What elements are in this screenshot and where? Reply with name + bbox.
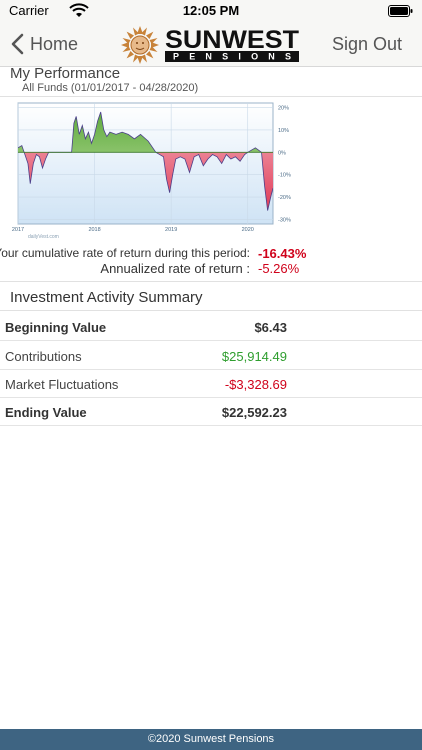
market-fluctuations-row: Market Fluctuations -$3,328.69 [0, 369, 422, 398]
row-label: Contributions [5, 349, 82, 364]
y-tick-label: 20% [278, 105, 289, 111]
row-label: Ending Value [5, 405, 87, 420]
row-value: $25,914.49 [221, 349, 287, 364]
cumulative-return-row: Your cumulative rate of return during th… [0, 246, 422, 262]
home-back-label: Home [30, 33, 79, 54]
logo-word: SUNWEST [165, 26, 299, 54]
rates-divider [0, 281, 422, 282]
cumulative-return-label: Your cumulative rate of return during th… [0, 246, 250, 260]
home-back-button[interactable]: Home [10, 30, 78, 58]
summary-title: Investment Activity Summary [10, 289, 203, 306]
sunwest-logo: SUNWEST PENSIONS [121, 26, 299, 64]
performance-divider [0, 96, 422, 97]
cumulative-return-value: -16.43% [258, 246, 307, 261]
chevron-left-icon [11, 33, 24, 55]
battery-icon [388, 5, 413, 17]
summary-divider [0, 310, 422, 311]
carrier-label: Carrier [9, 3, 49, 18]
y-tick-label: 0% [278, 150, 286, 156]
beginning-value-row: Beginning Value $6.43 [0, 312, 422, 341]
status-time: 12:05 PM [182, 3, 240, 18]
chart-watermark: dailyVest.com [28, 234, 59, 240]
x-tick-label: 2017 [12, 227, 24, 233]
row-value: -$3,328.69 [224, 377, 287, 392]
chart-plot-area [17, 102, 274, 225]
negative-return-area [18, 152, 273, 211]
y-tick-label: -30% [278, 218, 291, 224]
row-label: Beginning Value [5, 320, 107, 335]
performance-chart: 2017 2018 2019 2020 20% 10% 0% -10% -20% -30% da… [12, 102, 291, 240]
x-tick-label: 2019 [165, 227, 177, 233]
contributions-row: Contributions $25,914.49 [0, 341, 422, 370]
row-value: $22,592.23 [221, 405, 287, 420]
footer: ©2020 Sunwest Pensions [0, 729, 422, 750]
x-tick-label: 2018 [88, 227, 100, 233]
performance-title: My Performance [10, 65, 121, 82]
nav-bar: Home [0, 22, 422, 67]
y-tick-label: 10% [278, 128, 289, 134]
row-value: $6.43 [254, 320, 287, 335]
performance-subtitle: All Funds (01/01/2017 - 04/28/2020) [22, 82, 199, 94]
ending-value-row: Ending Value $22,592.23 [0, 397, 422, 426]
status-bar: Carrier 12:05 PM [0, 0, 422, 22]
y-tick-label: -10% [278, 173, 291, 179]
annualized-return-row: Annualized rate of return : -5.26% [0, 261, 422, 277]
sign-out-button[interactable]: Sign Out [331, 34, 402, 54]
row-label: Market Fluctuations [5, 377, 119, 392]
y-tick-label: -20% [278, 195, 291, 201]
positive-return-area [18, 111, 262, 153]
wifi-icon [69, 3, 89, 17]
annualized-return-value: -5.26% [258, 261, 300, 276]
annualized-return-label: Annualized rate of return : [100, 261, 250, 276]
x-tick-label: 2020 [242, 227, 254, 233]
